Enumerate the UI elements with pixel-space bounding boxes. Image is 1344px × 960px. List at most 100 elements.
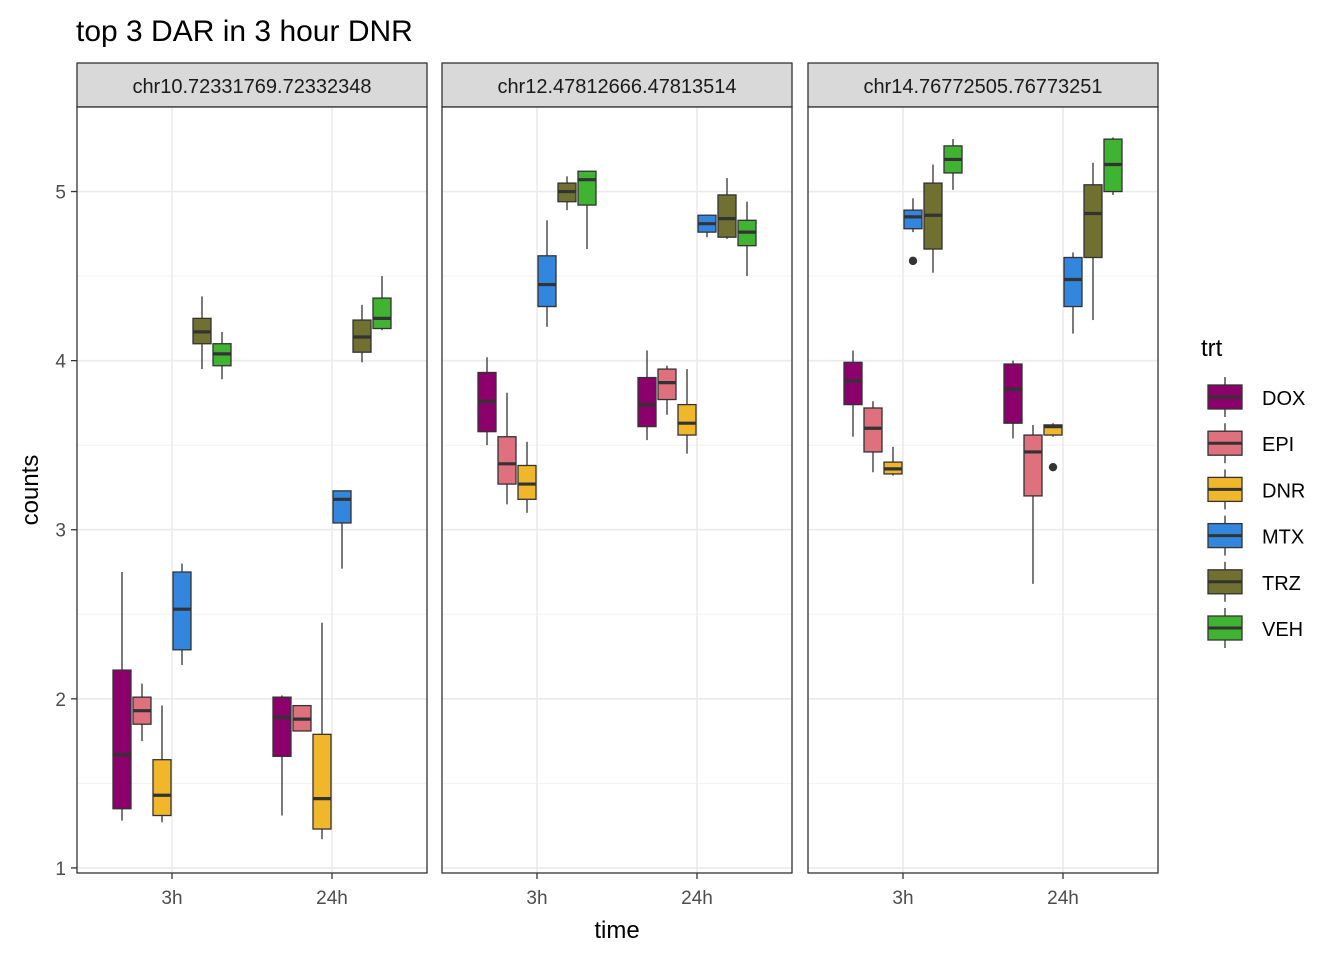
legend-label: DOX [1262, 388, 1305, 410]
legend-label: TRZ [1262, 573, 1301, 595]
box-body [517, 464, 537, 500]
box-body [863, 407, 883, 453]
plot-background [808, 107, 1158, 873]
x-tick-label: 24h [316, 888, 348, 909]
facet-strip-label: chr12.47812666.47813514 [497, 76, 736, 98]
box-body [332, 490, 352, 524]
facet-strip [807, 62, 1159, 108]
box-veh-24h [372, 276, 392, 331]
box-body [903, 209, 923, 230]
box-body [637, 376, 657, 428]
box-trz-3h [557, 176, 577, 211]
box-dnr-3h [883, 446, 903, 476]
box-dnr-3h [517, 441, 537, 513]
box-trz-3h [923, 164, 943, 273]
y-axis-title: counts [17, 455, 44, 526]
box-mtx-24h [1063, 252, 1083, 334]
y-tick-label: 4 [55, 352, 66, 373]
box-body [657, 368, 677, 401]
box-body [112, 669, 132, 810]
box-dnr-3h [152, 705, 172, 823]
legend: trt DOX EPI DNR MTX TRZ VEH [1201, 335, 1305, 648]
legend-label: DNR [1262, 480, 1305, 502]
facet-strip-label: chr10.72331769.72332348 [132, 76, 371, 98]
box-dox-3h [477, 357, 497, 446]
box-veh-3h [943, 139, 963, 190]
box-veh-24h [737, 201, 757, 277]
box-epi-3h [132, 683, 152, 742]
x-tick-label: 24h [1047, 888, 1079, 909]
box-trz-24h [1083, 162, 1103, 321]
chart-title: top 3 DAR in 3 hour DNR [76, 15, 413, 48]
y-tick-label: 5 [55, 183, 66, 204]
box-dox-24h [272, 695, 292, 816]
box-dnr-24h [1043, 423, 1063, 472]
box-mtx-3h [537, 220, 557, 327]
box-trz-24h [352, 304, 372, 363]
legend-item-mtx: MTX [1207, 515, 1304, 556]
box-epi-24h [657, 365, 677, 415]
box-trz-3h [192, 296, 212, 370]
box-body [172, 571, 192, 651]
x-tick-label: 24h [681, 888, 713, 909]
box-body [577, 170, 597, 206]
box-veh-24h [1103, 137, 1123, 195]
box-dox-3h [843, 350, 863, 437]
legend-item-dox: DOX [1207, 377, 1305, 417]
panel-border [441, 106, 793, 874]
panel-border [807, 106, 1159, 874]
outlier-point [1048, 462, 1058, 472]
box-body [272, 696, 292, 757]
box-trz-24h [717, 178, 737, 239]
y-tick-label: 3 [55, 521, 66, 542]
legend-item-epi: EPI [1207, 423, 1294, 464]
x-tick-label: 3h [892, 888, 913, 909]
box-body [497, 436, 517, 485]
legend-title: trt [1201, 335, 1223, 362]
legend-label: MTX [1262, 527, 1304, 549]
facet-strip [76, 62, 428, 108]
legend-item-veh: VEH [1207, 608, 1303, 648]
box-mtx-3h [172, 563, 192, 666]
box-body [1063, 256, 1083, 308]
x-axis-title: time [594, 917, 639, 944]
box-veh-3h [577, 170, 597, 250]
box-body [677, 403, 697, 436]
facet-panel-1: chr10.72331769.72332348 3h 24h [76, 62, 428, 909]
box-dnr-24h [312, 622, 332, 840]
facet-panel-2: chr12.47812666.47813514 3h 24h [441, 62, 793, 909]
box-mtx-24h [332, 490, 352, 569]
panel-border [76, 106, 428, 874]
box-dox-24h [637, 350, 657, 441]
y-axis: 1 2 3 4 5 [55, 183, 77, 880]
box-body [717, 194, 737, 238]
box-body [1003, 363, 1023, 424]
outlier-point [908, 256, 918, 266]
x-tick-label: 3h [161, 888, 182, 909]
box-body [537, 255, 557, 308]
box-body [1083, 184, 1103, 259]
facet-strip-label: chr14.76772505.76773251 [863, 76, 1102, 98]
box-body [152, 759, 172, 817]
y-tick-label: 1 [55, 859, 66, 880]
box-dox-3h [112, 572, 132, 821]
box-epi-24h [1023, 424, 1043, 584]
box-veh-3h [212, 331, 232, 380]
box-epi-3h [497, 392, 517, 505]
legend-label: VEH [1262, 619, 1303, 641]
box-body [312, 733, 332, 830]
box-mtx-24h [697, 214, 717, 238]
facet-panel-3: chr14.76772505.76773251 3h 24h [807, 62, 1159, 909]
y-tick-label: 2 [55, 690, 66, 711]
box-body [372, 297, 392, 330]
box-body [1023, 434, 1043, 497]
box-dnr-24h [677, 369, 697, 454]
box-epi-24h [292, 704, 312, 732]
x-tick-label: 3h [526, 888, 547, 909]
box-epi-3h [863, 401, 883, 473]
plot-background [77, 107, 427, 873]
box-body [843, 361, 863, 406]
legend-label: EPI [1262, 434, 1294, 456]
